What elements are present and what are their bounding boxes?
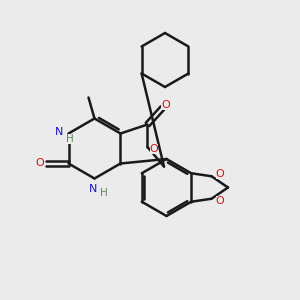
- Text: H: H: [65, 134, 73, 144]
- Text: O: O: [161, 100, 170, 110]
- Text: O: O: [36, 158, 44, 169]
- Text: O: O: [215, 196, 224, 206]
- Text: O: O: [215, 169, 224, 179]
- Text: H: H: [100, 188, 107, 199]
- Text: N: N: [55, 127, 63, 137]
- Text: O: O: [150, 143, 158, 154]
- Text: N: N: [89, 184, 97, 194]
